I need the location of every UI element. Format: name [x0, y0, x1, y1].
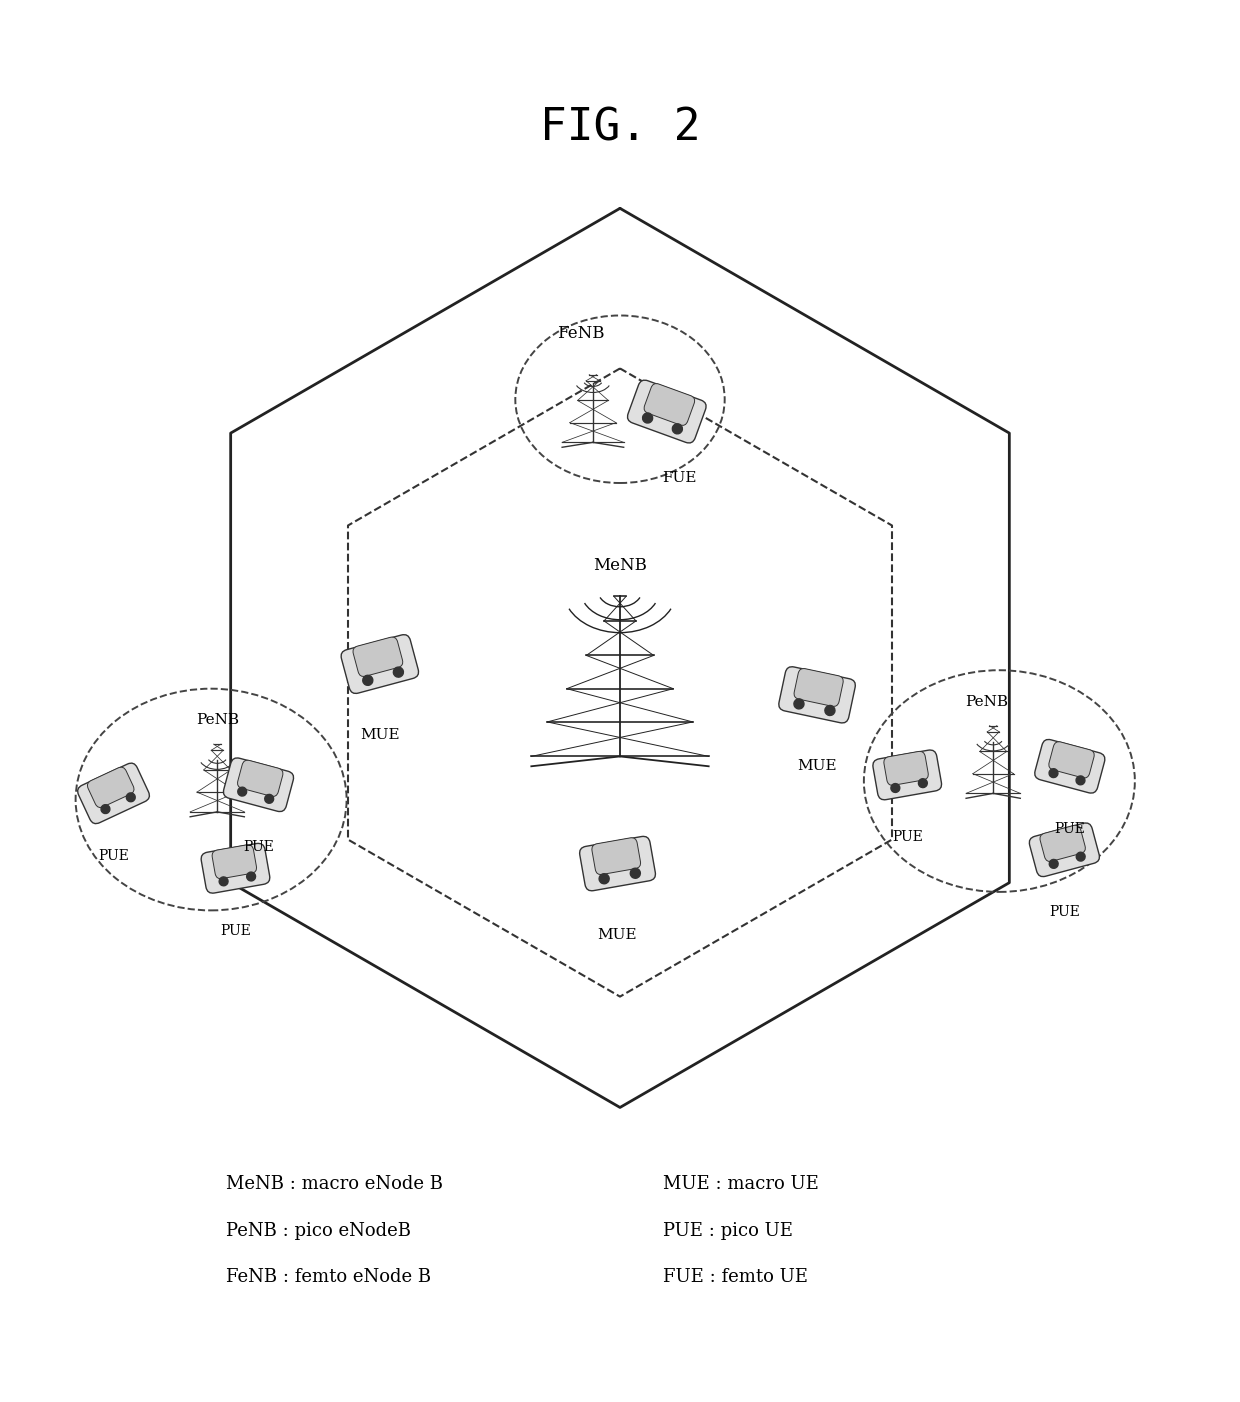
- Text: PUE: PUE: [98, 848, 129, 862]
- Text: PeNB : pico eNodeB: PeNB : pico eNodeB: [226, 1221, 410, 1239]
- Text: FeNB: FeNB: [557, 325, 604, 342]
- FancyBboxPatch shape: [794, 669, 843, 707]
- Text: PUE: PUE: [892, 830, 923, 844]
- Circle shape: [642, 414, 652, 423]
- Circle shape: [247, 872, 255, 880]
- Circle shape: [265, 795, 274, 803]
- FancyBboxPatch shape: [779, 667, 856, 723]
- FancyBboxPatch shape: [87, 767, 134, 808]
- Circle shape: [1076, 852, 1085, 861]
- Circle shape: [219, 876, 228, 886]
- Circle shape: [825, 705, 835, 715]
- FancyBboxPatch shape: [1034, 739, 1105, 794]
- Text: PeNB: PeNB: [966, 695, 1008, 709]
- Circle shape: [599, 873, 609, 883]
- Circle shape: [1049, 768, 1058, 778]
- FancyBboxPatch shape: [627, 380, 706, 443]
- Text: FUE : femto UE: FUE : femto UE: [663, 1269, 808, 1287]
- FancyBboxPatch shape: [1040, 826, 1085, 861]
- Text: MeNB: MeNB: [593, 557, 647, 575]
- FancyBboxPatch shape: [353, 637, 403, 677]
- Circle shape: [100, 805, 110, 813]
- FancyBboxPatch shape: [238, 760, 283, 796]
- FancyBboxPatch shape: [591, 838, 641, 875]
- Text: PUE : pico UE: PUE : pico UE: [663, 1221, 794, 1239]
- Text: PeNB: PeNB: [196, 714, 239, 728]
- FancyBboxPatch shape: [1029, 823, 1100, 876]
- Circle shape: [238, 787, 247, 796]
- Text: PUE: PUE: [219, 924, 250, 938]
- Circle shape: [363, 676, 373, 686]
- Text: MeNB : macro eNode B: MeNB : macro eNode B: [226, 1175, 443, 1193]
- Circle shape: [1049, 859, 1058, 868]
- FancyBboxPatch shape: [579, 837, 656, 890]
- FancyBboxPatch shape: [78, 763, 150, 823]
- Text: PUE: PUE: [1049, 906, 1080, 920]
- FancyBboxPatch shape: [884, 751, 929, 785]
- Text: FUE: FUE: [662, 471, 697, 485]
- FancyBboxPatch shape: [223, 758, 294, 812]
- Text: PUE: PUE: [1054, 822, 1085, 836]
- Circle shape: [890, 784, 900, 792]
- Circle shape: [794, 698, 804, 709]
- Text: FIG. 2: FIG. 2: [539, 107, 701, 150]
- Circle shape: [672, 423, 682, 433]
- Circle shape: [126, 794, 135, 802]
- FancyBboxPatch shape: [644, 384, 694, 425]
- Text: MUE: MUE: [598, 928, 637, 942]
- Text: PUE: PUE: [243, 840, 274, 854]
- Text: FeNB : femto eNode B: FeNB : femto eNode B: [226, 1269, 432, 1287]
- FancyBboxPatch shape: [873, 750, 941, 799]
- Circle shape: [919, 778, 928, 788]
- Circle shape: [393, 667, 403, 677]
- FancyBboxPatch shape: [212, 845, 257, 879]
- FancyBboxPatch shape: [1049, 742, 1094, 778]
- Circle shape: [630, 868, 640, 878]
- Text: MUE : macro UE: MUE : macro UE: [663, 1175, 818, 1193]
- Text: MUE: MUE: [360, 728, 399, 742]
- FancyBboxPatch shape: [341, 635, 419, 694]
- FancyBboxPatch shape: [201, 844, 270, 893]
- Circle shape: [1076, 775, 1085, 785]
- Text: MUE: MUE: [797, 758, 837, 773]
